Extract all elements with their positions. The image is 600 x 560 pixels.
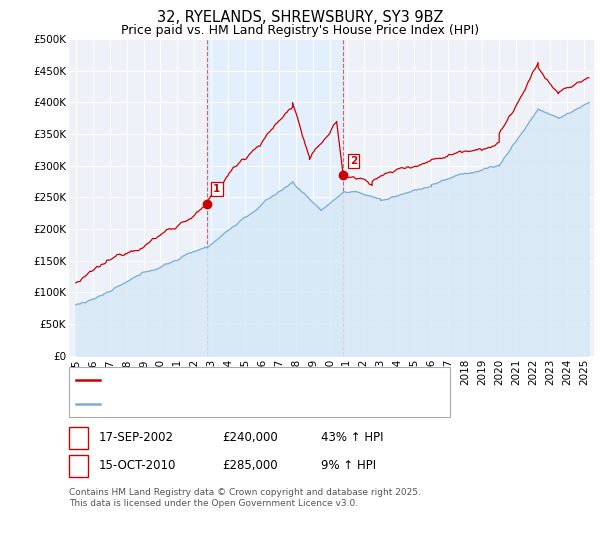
Text: 9% ↑ HPI: 9% ↑ HPI [321, 459, 376, 473]
Text: 15-OCT-2010: 15-OCT-2010 [99, 459, 176, 473]
Text: HPI: Average price, detached house, Shropshire: HPI: Average price, detached house, Shro… [104, 399, 370, 409]
Text: 17-SEP-2002: 17-SEP-2002 [99, 431, 174, 445]
Text: £285,000: £285,000 [222, 459, 278, 473]
Text: 2: 2 [75, 459, 82, 473]
Text: 32, RYELANDS, SHREWSBURY, SY3 9BZ (detached house): 32, RYELANDS, SHREWSBURY, SY3 9BZ (detac… [104, 375, 424, 385]
Text: 43% ↑ HPI: 43% ↑ HPI [321, 431, 383, 445]
Text: 2: 2 [350, 156, 357, 166]
Text: Contains HM Land Registry data © Crown copyright and database right 2025.
This d: Contains HM Land Registry data © Crown c… [69, 488, 421, 508]
Text: 32, RYELANDS, SHREWSBURY, SY3 9BZ: 32, RYELANDS, SHREWSBURY, SY3 9BZ [157, 10, 443, 25]
Text: Price paid vs. HM Land Registry's House Price Index (HPI): Price paid vs. HM Land Registry's House … [121, 24, 479, 36]
Bar [206, 39, 343, 356]
Text: 1: 1 [213, 184, 221, 194]
Text: £240,000: £240,000 [222, 431, 278, 445]
Text: 1: 1 [75, 431, 82, 445]
